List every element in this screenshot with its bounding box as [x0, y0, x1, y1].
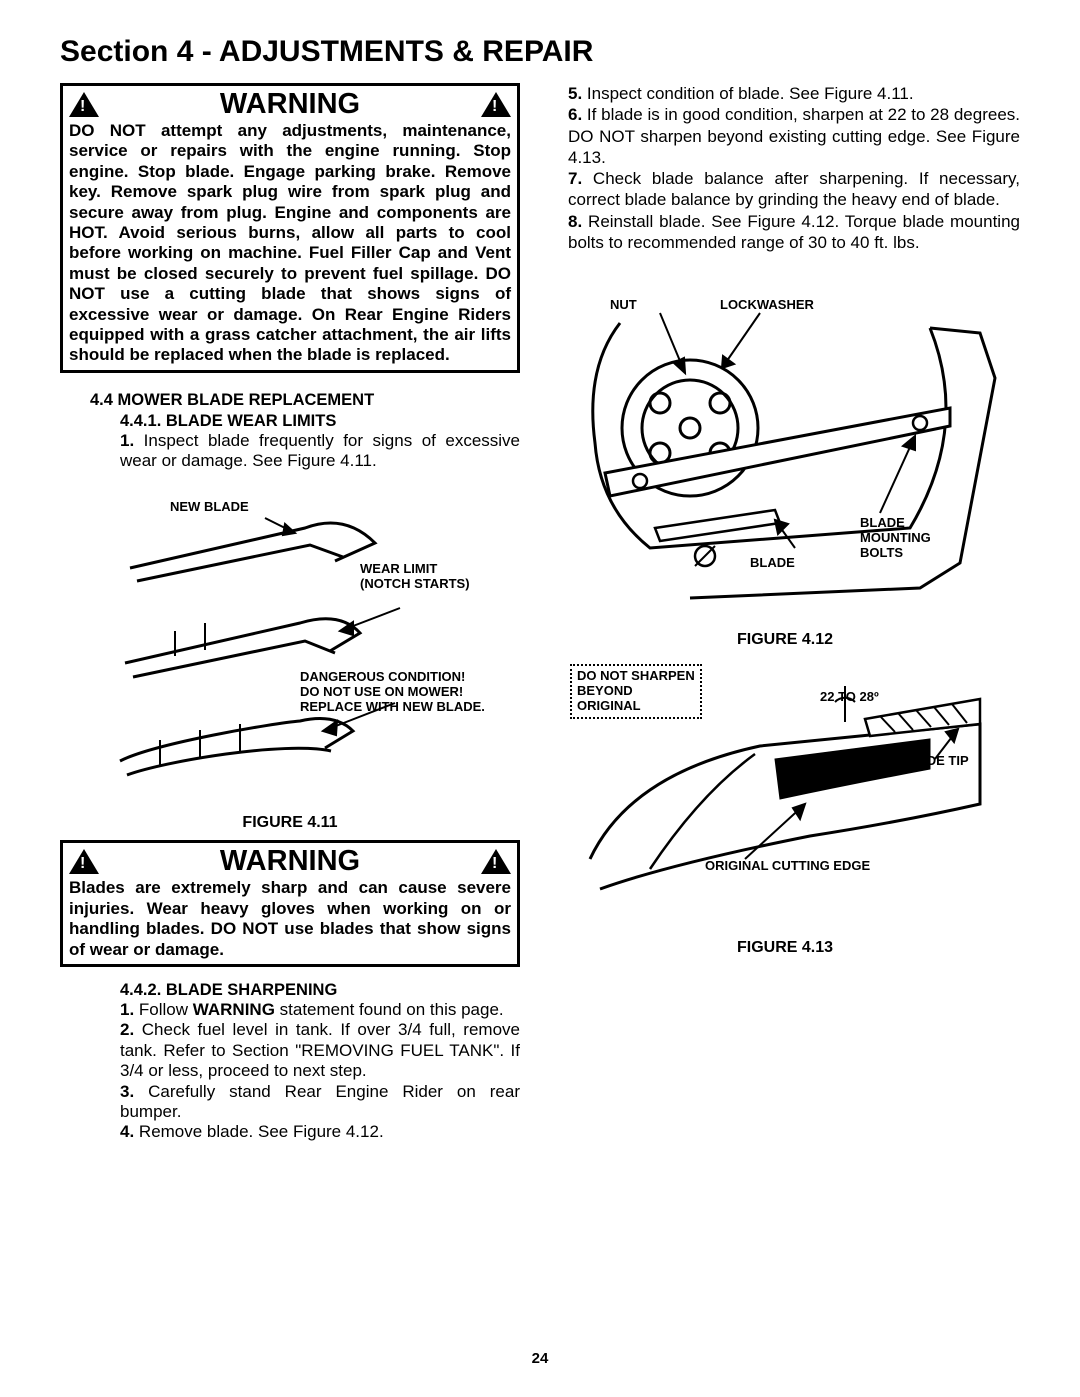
text-line8: 8. Reinstall blade. See Figure 4.12. Tor…	[568, 211, 1020, 254]
warning-body-2: Blades are extremely sharp and can cause…	[63, 878, 517, 964]
figure-4-12: NUT LOCKWASHER BLADE BLADE MOUNTING BOLT…	[550, 298, 1020, 649]
label-cutting-edge: ORIGINAL CUTTING EDGE	[705, 859, 870, 874]
figure-4-12-caption: FIGURE 4.12	[550, 631, 1020, 649]
warning-triangle-icon	[69, 849, 99, 874]
label-lockwasher: LOCKWASHER	[720, 298, 814, 313]
heading-4-4-1: 4.4.1. BLADE WEAR LIMITS	[120, 412, 520, 431]
right-column: 5. Inspect condition of blade. See Figur…	[550, 83, 1020, 1143]
warning-title: WARNING	[220, 88, 360, 121]
label-new-blade: NEW BLADE	[170, 500, 249, 515]
warning-triangle-icon	[481, 92, 511, 117]
text-4-4-2-line1: 1. Follow WARNING statement found on thi…	[120, 1000, 520, 1020]
figure-4-13-caption: FIGURE 4.13	[550, 939, 1020, 957]
page-number: 24	[0, 1350, 1080, 1367]
warning-triangle-icon	[69, 92, 99, 117]
figure-4-11: NEW BLADE WEAR LIMIT (NOTCH STARTS) DANG…	[60, 483, 520, 832]
label-dangerous: DANGEROUS CONDITION! DO NOT USE ON MOWER…	[300, 670, 485, 715]
label-bolts: BLADE MOUNTING BOLTS	[860, 516, 931, 561]
label-nut: NUT	[610, 298, 637, 313]
label-blade: BLADE	[750, 556, 795, 571]
label-wear-limit: WEAR LIMIT (NOTCH STARTS)	[360, 562, 470, 592]
label-angle: 22 TO 28º	[820, 690, 879, 705]
text-4-4-2-line4: 4. Remove blade. See Figure 4.12.	[120, 1122, 520, 1142]
label-blade-tip: BLADE TIP	[900, 754, 969, 769]
warning-box-2: WARNING Blades are extremely sharp and c…	[60, 840, 520, 967]
section-heading: Section 4 - ADJUSTMENTS & REPAIR	[60, 35, 1020, 69]
text-line7: 7. Check blade balance after sharpening.…	[568, 168, 1020, 211]
warning-triangle-icon	[481, 849, 511, 874]
text-line6: 6. If blade is in good condition, sharpe…	[568, 104, 1020, 168]
left-column: WARNING DO NOT attempt any adjustments, …	[60, 83, 520, 1143]
figure-4-13: DO NOT SHARPEN BEYOND ORIGINAL 22 TO 28º…	[550, 664, 1020, 957]
label-dont-sharpen: DO NOT SHARPEN BEYOND ORIGINAL	[570, 664, 702, 719]
text-4-4-1-line1: 1. Inspect blade frequently for signs of…	[120, 431, 520, 472]
figure-4-11-caption: FIGURE 4.11	[60, 814, 520, 832]
heading-4-4-2: 4.4.2. BLADE SHARPENING	[120, 981, 520, 1000]
warning-box-1: WARNING DO NOT attempt any adjustments, …	[60, 83, 520, 373]
warning-title: WARNING	[220, 845, 360, 878]
text-line5: 5. Inspect condition of blade. See Figur…	[568, 83, 1020, 104]
warning-body-1: DO NOT attempt any adjustments, maintena…	[63, 121, 517, 370]
text-4-4-2-line2: 2. Check fuel level in tank. If over 3/4…	[120, 1020, 520, 1081]
heading-4-4: 4.4 MOWER BLADE REPLACEMENT	[90, 391, 520, 410]
text-4-4-2-line3: 3. Carefully stand Rear Engine Rider on …	[120, 1082, 520, 1123]
